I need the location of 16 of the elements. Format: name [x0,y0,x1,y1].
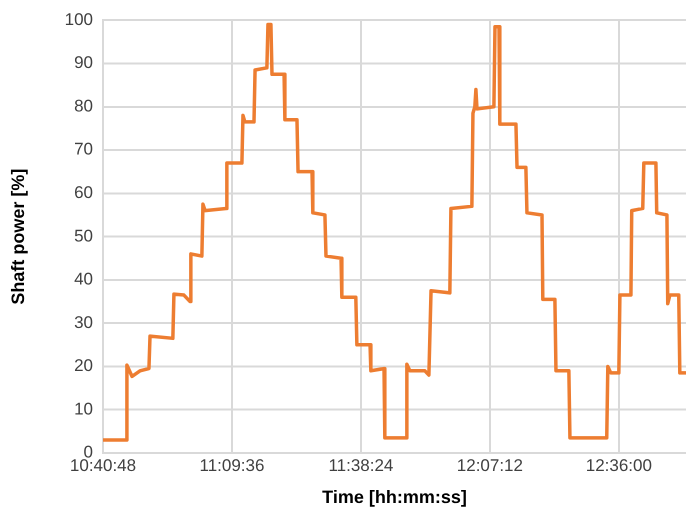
y-tick-label: 70 [74,140,93,159]
y-tick-label: 100 [64,10,93,29]
x-axis-title: Time [hh:mm:ss] [322,487,467,508]
y-tick-label: 60 [74,183,93,202]
y-tick-label: 30 [74,312,93,332]
x-tick-label: 11:38:24 [328,456,394,475]
y-tick-label: 90 [74,53,93,72]
y-axis-title: Shaft power [%] [8,168,28,305]
y-tick-label: 20 [74,356,93,376]
x-tick-label: 11:09:36 [200,456,264,475]
y-tick-label: 80 [74,96,93,116]
y-tick-label: 40 [74,270,93,289]
y-tick-label: 10 [74,399,93,418]
x-tick-label: 12:36:00 [586,456,652,475]
x-tick-label: 12:07:12 [456,456,523,475]
y-tick-label: 50 [74,226,93,246]
